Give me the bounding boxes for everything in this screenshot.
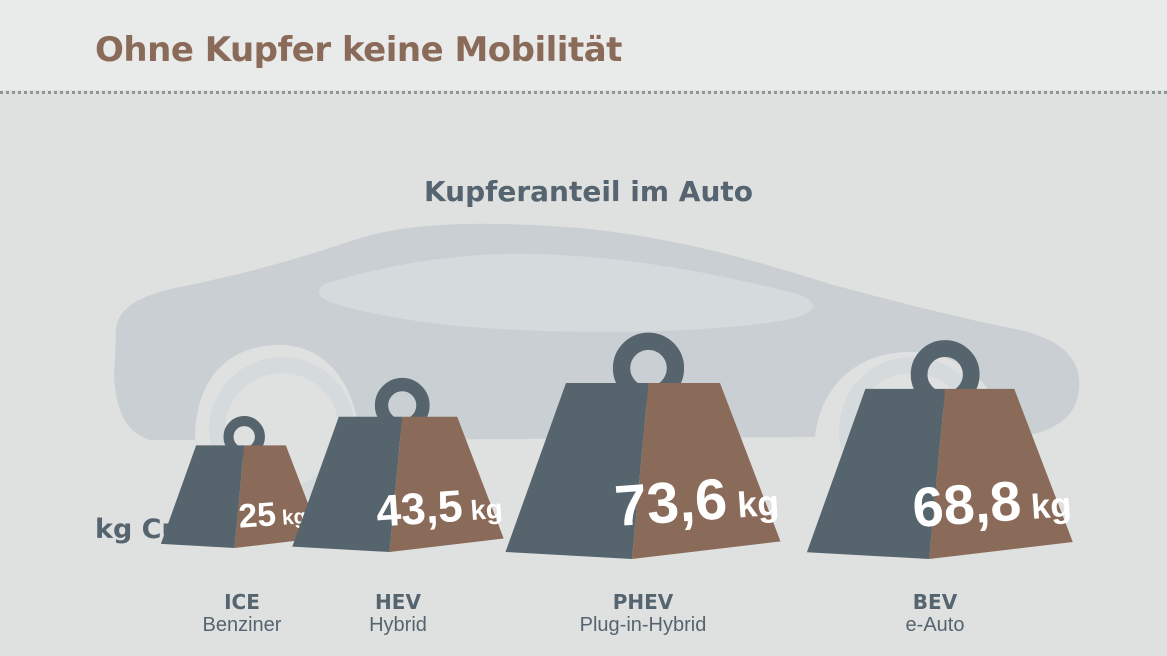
category-hev: HEV Hybrid [308,592,488,635]
category-name: Plug-in-Hybrid [579,614,707,636]
category-name: Benziner [202,614,282,636]
data-label-value: 43,5 [375,482,465,537]
data-label-unit: kg [462,493,504,527]
category-code: ICE [224,590,260,614]
data-label-value: 68,8 [910,469,1023,539]
weight-right-face [929,388,1073,559]
data-label: 68,8 kg [910,465,1073,539]
y-axis-label: kg Cu [95,514,181,545]
weight-right-face [234,445,322,548]
header-band: Ohne Kupfer keine Mobilität [0,0,1167,90]
data-label: 73,6 kg [613,464,781,539]
data-label-unit: kg [726,483,780,527]
category-ice: ICE Benziner [152,592,332,635]
category-bev: BEV e-Auto [845,592,1025,635]
weight-left-face [292,416,403,552]
chart-title: Kupferanteil im Auto [423,175,754,208]
data-label-unit: kg [1020,486,1073,527]
category-code: BEV [912,590,958,614]
page-title: Ohne Kupfer keine Mobilität [95,30,622,70]
category-code: PHEV [612,590,674,614]
dotted-divider [0,91,1167,94]
category-code: HEV [375,590,421,614]
weight-left-face [806,388,946,559]
weight-right-face [389,416,504,552]
data-label: 43,5 kg [375,479,504,537]
category-name: Hybrid [369,614,427,636]
category-name: e-Auto [905,614,965,636]
weight-left-face [160,445,245,548]
category-phev: PHEV Plug-in-Hybrid [553,592,733,635]
data-label-value: 73,6 [613,467,730,539]
weight-left-face [505,383,649,559]
data-label-value: 25 [237,496,277,536]
car-window [318,253,814,332]
weight-right-face [632,383,781,559]
